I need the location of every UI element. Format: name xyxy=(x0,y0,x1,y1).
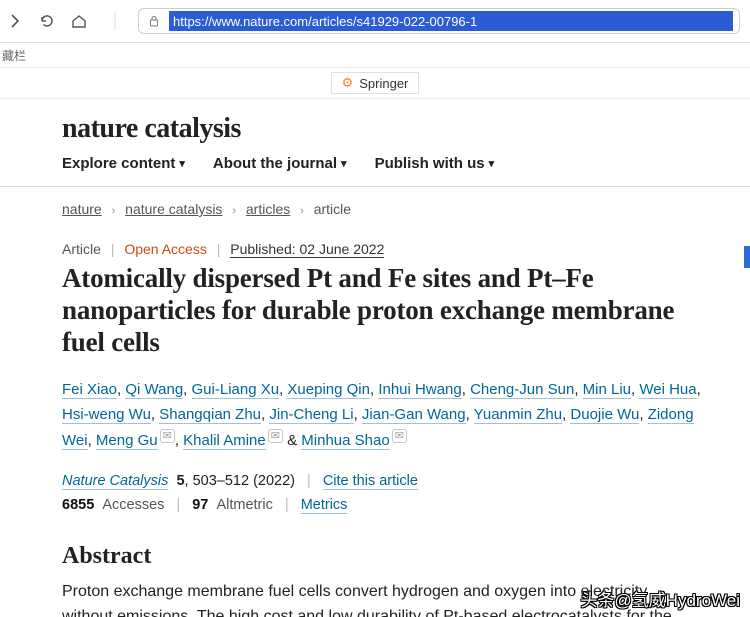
author-link[interactable]: Gui-Liang Xu xyxy=(192,381,280,399)
altmetric-count: 97 xyxy=(192,497,208,513)
abstract-body: Proton exchange membrane fuel cells conv… xyxy=(62,580,702,617)
lock-icon xyxy=(145,12,163,30)
author-link[interactable]: Jin-Cheng Li xyxy=(269,406,353,424)
metrics-link[interactable]: Metrics xyxy=(301,497,348,514)
author-link[interactable]: Khalil Amine xyxy=(183,432,266,450)
author-list: Fei Xiao, Qi Wang, Gui-Liang Xu, Xueping… xyxy=(62,377,702,454)
author-link[interactable]: Hsi-weng Wu xyxy=(62,406,151,424)
primary-nav: Explore content ▾ About the journal ▾ Pu… xyxy=(62,155,750,186)
nav-explore-label: Explore content xyxy=(62,155,175,172)
accesses-label: Accesses xyxy=(102,497,164,513)
chevron-down-icon: ▾ xyxy=(489,157,495,170)
journal-citation: Nature Catalysis 5, 503–512 (2022) | Cit… xyxy=(62,473,750,489)
home-icon[interactable] xyxy=(70,12,88,30)
accesses-count: 6855 xyxy=(62,497,94,513)
publisher-badge[interactable]: ⚙ Springer xyxy=(331,72,420,94)
author-link[interactable]: Fei Xiao xyxy=(62,381,117,399)
author-link[interactable]: Jian-Gan Wang xyxy=(362,406,466,424)
author-link[interactable]: Inhui Hwang xyxy=(378,381,461,399)
author-link[interactable]: Wei Hua xyxy=(639,381,696,399)
crumb-articles[interactable]: articles xyxy=(246,201,290,217)
crumb-current: article xyxy=(314,201,351,217)
chevron-right-icon: › xyxy=(232,205,236,217)
nav-about-label: About the journal xyxy=(213,155,337,172)
meta-row: Article | Open Access | Published: 02 Ju… xyxy=(62,241,750,257)
author-link[interactable]: Minhua Shao xyxy=(301,432,389,450)
publisher-name: Springer xyxy=(359,76,408,91)
publisher-strip: ⚙ Springer xyxy=(0,68,750,99)
article-title: Atomically dispersed Pt and Fe sites and… xyxy=(62,263,702,359)
author-link[interactable]: Cheng-Jun Sun xyxy=(470,381,574,399)
breadcrumb: nature › nature catalysis › articles › a… xyxy=(62,201,750,217)
journal-name: Nature Catalysis xyxy=(62,473,168,490)
author-link[interactable]: Qi Wang xyxy=(125,381,183,399)
url-input[interactable] xyxy=(169,11,733,31)
springer-icon: ⚙ xyxy=(342,75,354,91)
chevron-right-icon: › xyxy=(112,205,116,217)
article-type: Article xyxy=(62,241,101,257)
browser-top-bar xyxy=(0,0,750,43)
journal-pages: 503–512 xyxy=(193,473,249,489)
nav-divider xyxy=(0,186,750,187)
mail-icon[interactable]: ✉ xyxy=(160,429,175,443)
article-stats: 6855 Accesses | 97 Altmetric | Metrics xyxy=(62,497,750,513)
crumb-catalysis[interactable]: nature catalysis xyxy=(125,201,222,217)
nav-about[interactable]: About the journal ▾ xyxy=(213,155,347,172)
nav-publish[interactable]: Publish with us ▾ xyxy=(375,155,495,172)
author-link[interactable]: Xueping Qin xyxy=(287,381,370,399)
nav-explore[interactable]: Explore content ▾ xyxy=(62,155,185,172)
chevron-down-icon: ▾ xyxy=(179,157,185,170)
crumb-nature[interactable]: nature xyxy=(62,201,102,217)
abstract-heading: Abstract xyxy=(62,543,750,570)
address-bar[interactable] xyxy=(138,8,740,34)
mail-icon[interactable]: ✉ xyxy=(392,429,407,443)
bookmarks-bar: 藏栏 xyxy=(0,43,750,68)
author-link[interactable]: Shangqian Zhu xyxy=(159,406,261,424)
journal-volume: 5 xyxy=(176,473,184,489)
author-link[interactable]: Duojie Wu xyxy=(570,406,639,424)
cite-link[interactable]: Cite this article xyxy=(323,473,418,490)
mail-icon[interactable]: ✉ xyxy=(268,429,283,443)
published-date: Published: 02 June 2022 xyxy=(230,241,384,258)
chevron-down-icon: ▾ xyxy=(341,157,347,170)
chevron-right-icon: › xyxy=(300,205,304,217)
site-brand[interactable]: nature catalysis xyxy=(62,113,750,145)
nav-publish-label: Publish with us xyxy=(375,155,485,172)
open-access-label: Open Access xyxy=(124,241,207,257)
author-link[interactable]: Meng Gu xyxy=(96,432,158,450)
divider-icon xyxy=(106,12,124,30)
refresh-icon[interactable] xyxy=(38,12,56,30)
journal-year: (2022) xyxy=(253,473,295,489)
altmetric-label: Altmetric xyxy=(216,497,272,513)
side-tab[interactable] xyxy=(744,246,750,268)
bookmarks-label: 藏栏 xyxy=(2,49,26,63)
forward-icon[interactable] xyxy=(6,12,24,30)
author-link[interactable]: Min Liu xyxy=(583,381,631,399)
author-link[interactable]: Yuanmin Zhu xyxy=(474,406,562,424)
